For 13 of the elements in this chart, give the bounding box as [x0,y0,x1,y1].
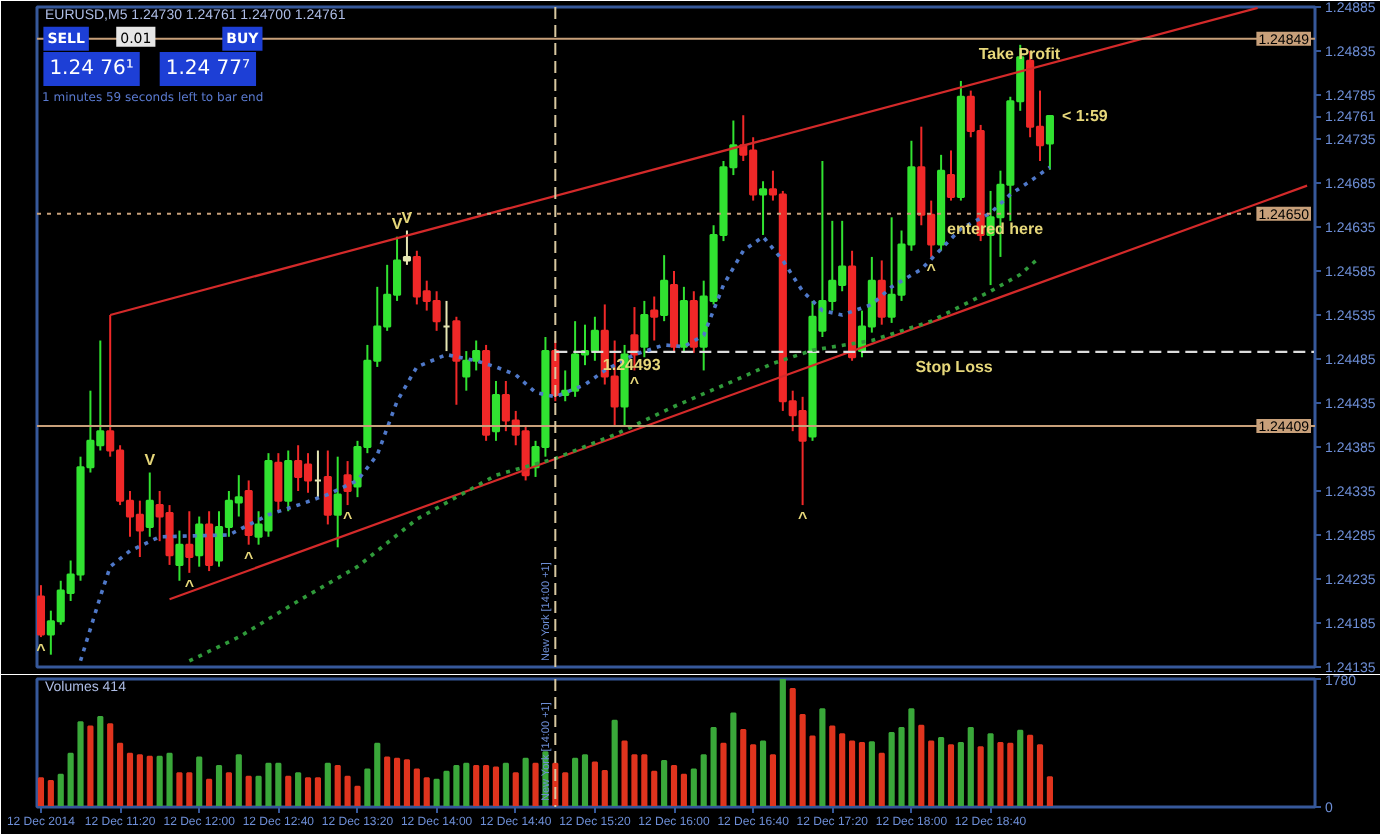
annotation: V [144,450,157,469]
annotation: ^ [342,509,353,528]
annotation: ^ [244,548,255,567]
annotation: Stop Loss [915,357,994,376]
annotation: V [391,214,404,233]
annotation: ^ [184,576,195,595]
annotation: V [401,208,414,227]
annotation: ^ [797,509,808,528]
annotation: 1.24 76¹ [49,57,134,80]
annotation: < 1:59 [1061,107,1109,126]
annotation: ^ [926,260,937,279]
annotation: ^ [629,374,640,393]
annotation: 1.24 77⁷ [165,57,251,80]
